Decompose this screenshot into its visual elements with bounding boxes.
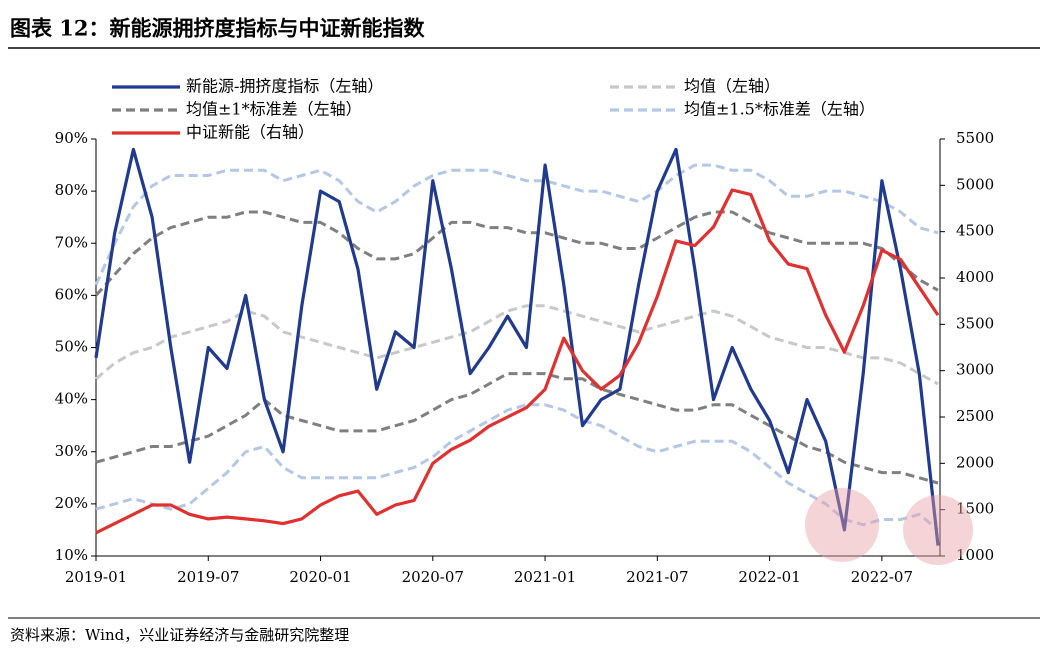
y2-tick-label: 2000 xyxy=(956,453,994,471)
y2-tick-label: 4000 xyxy=(956,268,994,286)
y2-tick-label: 4500 xyxy=(956,222,994,240)
legend-label: 新能源-拥挤度指标（左轴） xyxy=(186,77,383,96)
highlight-circle xyxy=(903,495,973,565)
highlight-circle xyxy=(805,488,879,562)
x-tick-label: 2019-07 xyxy=(177,568,239,586)
y-tick-label: 10% xyxy=(55,546,88,564)
y-tick-label: 50% xyxy=(55,338,88,356)
series-line xyxy=(94,147,940,546)
x-tick-label: 2020-07 xyxy=(402,568,464,586)
y-tick-label: 60% xyxy=(55,285,88,303)
series-line xyxy=(95,403,939,532)
y-tick-label: 20% xyxy=(55,494,88,512)
y2-tick-label: 2500 xyxy=(956,407,994,425)
plot-area: 10% 20% 30% 40% 50% 60% 70% 80% 90% 1000 1500 2000 2… xyxy=(55,129,995,586)
source: 资料来源：Wind，兴业证券经济与金融研究院整理 xyxy=(10,626,349,644)
legend-label: 中证新能（右轴） xyxy=(186,123,314,142)
y-tick-label: 80% xyxy=(55,181,88,199)
y2-tick-label: 1000 xyxy=(956,546,994,564)
y2-tick-label: 3000 xyxy=(956,361,994,379)
legend-label: 均值（左轴） xyxy=(684,77,780,96)
y-tick-label: 70% xyxy=(55,233,88,251)
legend-label: 均值±1*标准差（左轴） xyxy=(186,100,362,119)
y2-tick-label: 5500 xyxy=(956,129,994,147)
y-tick-label: 30% xyxy=(55,442,88,460)
legend-label: 均值±1.5*标准差（左轴） xyxy=(684,100,875,119)
x-tick-label: 2021-01 xyxy=(514,568,576,586)
y2-tick-label: 1500 xyxy=(956,500,994,518)
series-line xyxy=(95,188,940,535)
y-tick-label: 90% xyxy=(55,129,88,147)
series-line xyxy=(94,210,939,297)
y2-tick-label: 3500 xyxy=(956,314,994,332)
x-tick-label: 2022-07 xyxy=(851,568,913,586)
x-tick-label: 2021-07 xyxy=(626,568,688,586)
x-tick-label: 2022-01 xyxy=(738,568,800,586)
chart-title: 图表 12：新能源拥挤度指标与中证新能指数 xyxy=(10,16,426,41)
y2-tick-label: 5000 xyxy=(956,175,994,193)
series-line xyxy=(95,304,939,386)
series-line xyxy=(94,163,939,286)
y-tick-label: 40% xyxy=(55,390,88,408)
series-line xyxy=(95,372,939,485)
x-tick-label: 2020-01 xyxy=(289,568,351,586)
x-tick-label: 2019-01 xyxy=(65,568,127,586)
